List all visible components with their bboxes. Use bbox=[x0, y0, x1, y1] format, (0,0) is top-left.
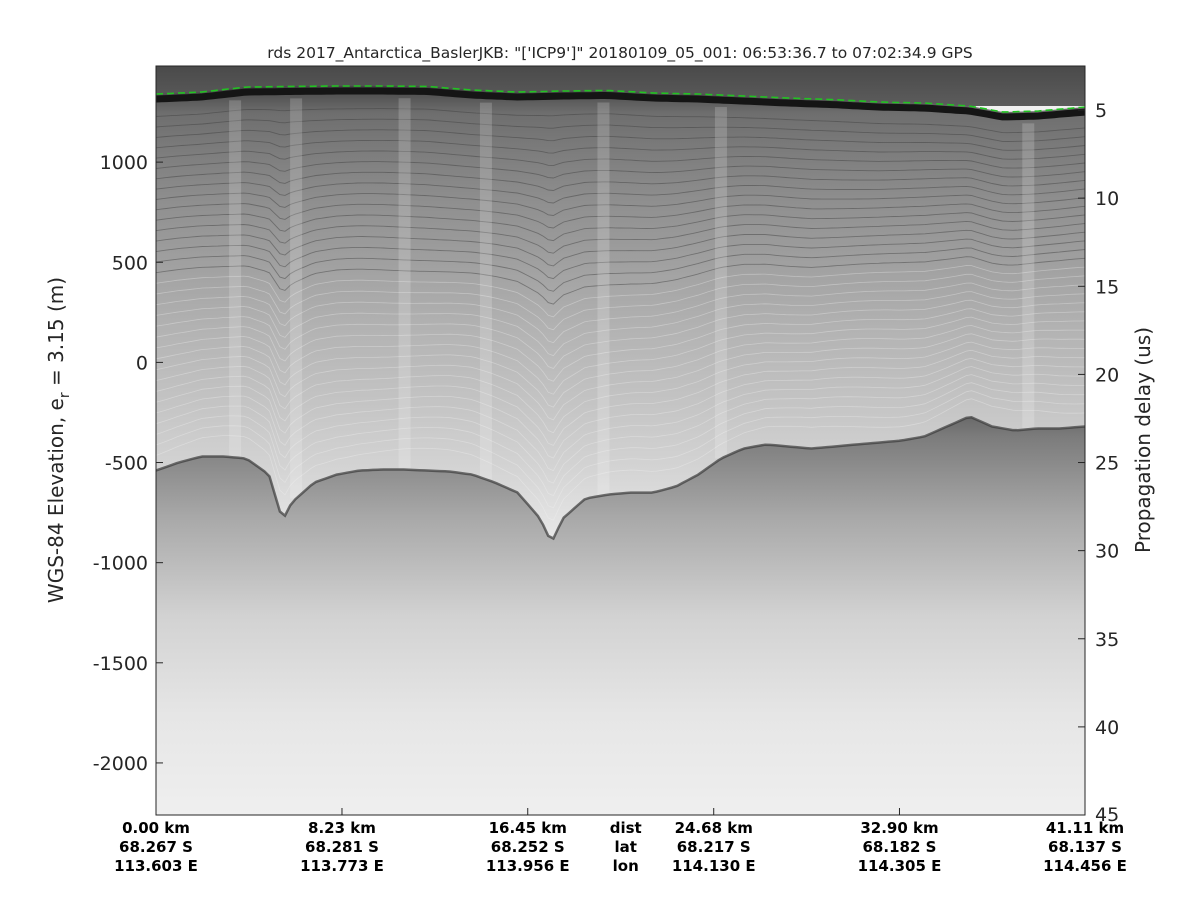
vertical-streak bbox=[229, 100, 242, 458]
x-tick-label-lon: 113.773 E bbox=[300, 857, 384, 875]
internal-layer bbox=[156, 316, 1085, 395]
x-tick-label-lon: 114.305 E bbox=[858, 857, 942, 875]
internal-layer bbox=[156, 161, 1085, 179]
bedrock-region bbox=[156, 417, 1085, 815]
vertical-streak bbox=[714, 107, 727, 459]
vertical-streak bbox=[1022, 123, 1035, 430]
vertical-streaks bbox=[229, 98, 1035, 499]
x-tick-label-dist: 0.00 km bbox=[122, 819, 190, 837]
vertical-streak bbox=[290, 98, 303, 499]
ice-column-region bbox=[156, 86, 1085, 539]
x-tick-label-lon: 113.603 E bbox=[114, 857, 198, 875]
internal-layer bbox=[156, 299, 1085, 369]
x-tick-label-dist: 32.90 km bbox=[860, 819, 938, 837]
internal-layer bbox=[156, 220, 1085, 254]
right-y-tick-label: 45 bbox=[1095, 804, 1119, 826]
internal-layer bbox=[156, 357, 1085, 459]
internal-layer bbox=[156, 273, 1085, 331]
x-tick-label-lon: 114.456 E bbox=[1043, 857, 1127, 875]
internal-layers bbox=[156, 108, 1085, 521]
bed-reflector bbox=[156, 416, 1085, 541]
x-tick-label-lat: 68.137 S bbox=[1048, 838, 1122, 856]
surface-reflector bbox=[156, 87, 1085, 121]
internal-layer bbox=[156, 129, 1085, 151]
internal-layer bbox=[156, 265, 1085, 318]
x-tick-label-dist: 24.68 km bbox=[675, 819, 753, 837]
right-y-tick-label: 15 bbox=[1095, 276, 1119, 298]
internal-layer bbox=[156, 390, 1085, 509]
right-y-axis-label: Propagation delay (us) bbox=[1131, 327, 1155, 553]
x-tick-label-lat: 68.252 S bbox=[491, 838, 565, 856]
internal-layer bbox=[156, 118, 1085, 142]
left-y-axis-label: WGS-84 Elevation, er = 3.15 (m) bbox=[44, 277, 73, 603]
x-tick-label-lon: 114.130 E bbox=[672, 857, 756, 875]
left-y-tick-label: -500 bbox=[105, 453, 148, 475]
right-y-tick-label: 20 bbox=[1095, 364, 1119, 386]
x-tick-label-dist: 41.11 km bbox=[1046, 819, 1124, 837]
left-y-tick-label: 0 bbox=[136, 352, 148, 374]
internal-layer bbox=[156, 256, 1085, 305]
internal-layer bbox=[156, 291, 1085, 357]
right-y-tick-label: 25 bbox=[1095, 453, 1119, 475]
vertical-streak bbox=[597, 102, 610, 496]
plot-frame bbox=[155, 65, 1086, 816]
x-tick-label-dist: 16.45 km bbox=[489, 819, 567, 837]
internal-layer bbox=[156, 366, 1085, 472]
internal-layer bbox=[156, 171, 1085, 191]
right-y-tick-label: 30 bbox=[1095, 541, 1119, 563]
chart-title: rds 2017_Antarctica_BaslerJKB: "['ICP9']… bbox=[267, 44, 972, 63]
right-y-tick-label: 40 bbox=[1095, 717, 1119, 739]
vertical-streak bbox=[479, 102, 492, 480]
internal-layer bbox=[156, 325, 1085, 408]
internal-layer bbox=[156, 139, 1085, 160]
x-tick-label-lat: 68.217 S bbox=[677, 838, 751, 856]
internal-layer bbox=[156, 108, 1085, 134]
internal-layer bbox=[156, 212, 1085, 242]
internal-layer bbox=[156, 203, 1085, 229]
internal-layer bbox=[156, 192, 1085, 216]
internal-layer bbox=[156, 398, 1085, 521]
left-y-tick-label: -1500 bbox=[93, 653, 148, 675]
x-row-label-lat: lat bbox=[615, 838, 637, 856]
left-y-tick-label: -2000 bbox=[93, 753, 148, 775]
internal-layer bbox=[156, 349, 1085, 446]
right-y-tick-label: 5 bbox=[1095, 100, 1107, 122]
left-y-tick-label: 500 bbox=[112, 252, 148, 274]
right-y-axis: 5 10 15 20 25 30 35 40 45 bbox=[1078, 100, 1119, 826]
x-row-label-dist: dist bbox=[610, 819, 642, 837]
left-y-tick-label: 1000 bbox=[100, 152, 148, 174]
internal-layer bbox=[156, 308, 1085, 382]
x-tick-label-lon: 113.956 E bbox=[486, 857, 570, 875]
x-tick-label-lat: 68.281 S bbox=[305, 838, 379, 856]
internal-layer bbox=[156, 182, 1085, 204]
left-y-axis: 1000 500 0 -500 -1000 -1500 -2000 bbox=[93, 152, 163, 775]
x-tick-label-lat: 68.267 S bbox=[119, 838, 193, 856]
x-tick-label-lat: 68.182 S bbox=[863, 838, 937, 856]
left-y-tick-label: -1000 bbox=[93, 553, 148, 575]
internal-layer bbox=[156, 374, 1085, 484]
vertical-streak bbox=[398, 98, 411, 470]
internal-layer bbox=[156, 229, 1085, 267]
x-row-label-lon: lon bbox=[613, 857, 639, 875]
internal-layer bbox=[156, 341, 1085, 434]
right-y-tick-label: 10 bbox=[1095, 188, 1119, 210]
internal-layer bbox=[156, 382, 1085, 497]
internal-layer bbox=[156, 150, 1085, 169]
x-tick-label-dist: 8.23 km bbox=[308, 819, 376, 837]
plot-area bbox=[156, 66, 1085, 815]
internal-layer bbox=[156, 247, 1085, 292]
internal-layer bbox=[156, 238, 1085, 280]
right-y-tick-label: 35 bbox=[1095, 629, 1119, 651]
internal-layer bbox=[156, 282, 1085, 344]
surface-pick-line bbox=[156, 85, 1085, 113]
internal-layer bbox=[156, 333, 1085, 421]
